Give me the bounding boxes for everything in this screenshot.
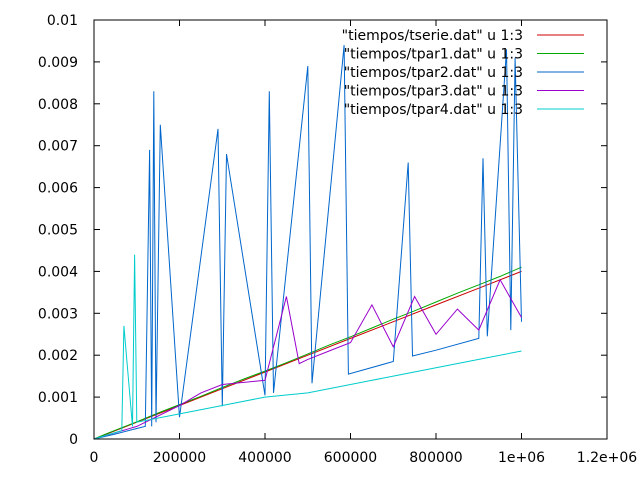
x-tick-label: 600000: [324, 450, 377, 466]
x-tick-label: 1.2e+06: [577, 450, 638, 466]
legend-label: "tiempos/tpar1.dat" u 1:3: [344, 47, 523, 63]
x-tick-label: 800000: [409, 450, 462, 466]
series-line-2: [93, 266, 522, 440]
y-tick-label: 0.003: [38, 306, 78, 322]
y-tick-label: 0.004: [38, 264, 78, 280]
legend-label: "tiempos/tpar4.dat" u 1:3: [344, 102, 523, 118]
ticks-layer: 0 0.001 0.002 0.003 0.004 0.005 0.006 0.007 0.00…: [38, 13, 637, 466]
x-tick-label: 200000: [153, 450, 206, 466]
y-tick-label: 0.007: [38, 139, 78, 155]
y-tick-label: 0.009: [38, 55, 78, 71]
x-tick-label: 1e+06: [498, 450, 545, 466]
y-tick-label: 0.002: [38, 348, 78, 364]
y-tick-label: 0.005: [38, 223, 78, 239]
y-tick-label: 0.01: [47, 13, 78, 29]
y-tick-label: 0.006: [38, 181, 78, 197]
x-tick-label: 400000: [238, 450, 291, 466]
legend-label: "tiempos/tpar2.dat" u 1:3: [344, 65, 523, 81]
legend: "tiempos/tserie.dat" u 1:3 "tiempos/tpar1…: [342, 28, 584, 118]
y-tick-label: 0.008: [38, 97, 78, 113]
series-layer: [93, 45, 522, 440]
x-tick-label: 0: [90, 450, 99, 466]
y-tick-label: 0: [69, 432, 78, 448]
series-line-1: [93, 270, 522, 440]
legend-label: "tiempos/tserie.dat" u 1:3: [342, 28, 523, 44]
series-line-3: [93, 45, 522, 440]
legend-label: "tiempos/tpar3.dat" u 1:3: [344, 84, 523, 100]
y-tick-label: 0.001: [38, 390, 78, 406]
series-line-5: [93, 254, 522, 440]
series-line-4: [93, 278, 522, 440]
